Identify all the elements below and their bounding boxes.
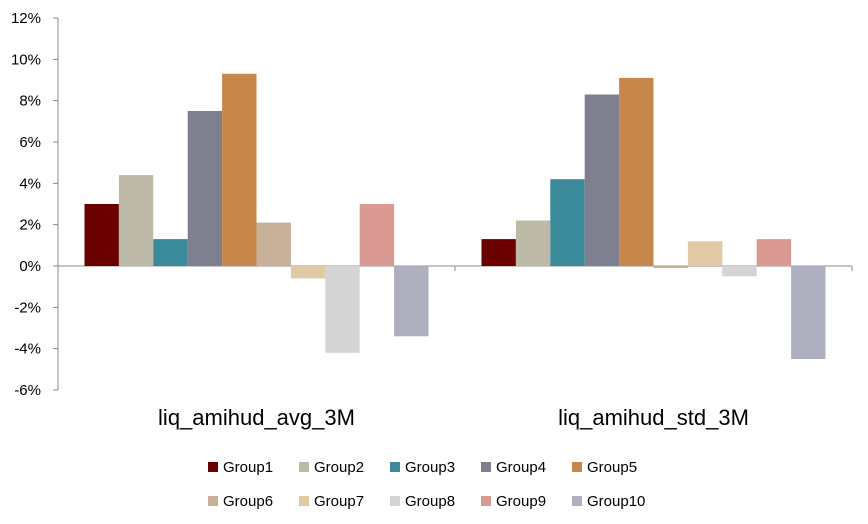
legend-label: Group3: [405, 458, 456, 476]
legend-label: Group10: [587, 492, 646, 510]
y-tick-label: 2%: [19, 217, 41, 234]
bar-group7-2: [687, 241, 723, 266]
legend-swatch: [299, 496, 309, 506]
y-tick-label: 0%: [19, 258, 41, 275]
bar-group5-1: [222, 73, 257, 266]
bar-group6-1: [256, 222, 291, 266]
legend-item-group3: Group3: [390, 459, 481, 476]
legend-swatch: [299, 462, 309, 472]
legend-label: Group8: [405, 492, 456, 510]
legend-label: Group7: [314, 492, 365, 510]
y-tick-label: -2%: [14, 299, 41, 316]
legend-item-group6: Group6: [208, 493, 299, 510]
legend-item-group2: Group2: [299, 459, 390, 476]
legend-swatch: [390, 496, 400, 506]
legend-item-group1: Group1: [208, 459, 299, 476]
category-label: liq_amihud_avg_3M: [158, 405, 355, 430]
y-tick-label: 10%: [11, 51, 41, 68]
legend-swatch: [390, 462, 400, 472]
chart-bars: [84, 73, 826, 359]
legend-item-group4: Group4: [481, 459, 572, 476]
y-tick-label: 12%: [11, 10, 41, 27]
legend-label: Group9: [496, 492, 547, 510]
bar-group10-1: [394, 266, 429, 337]
y-tick-label: -4%: [14, 341, 41, 358]
legend-swatch: [208, 496, 218, 506]
legend-label: Group4: [496, 458, 547, 476]
bar-group3-1: [153, 239, 188, 266]
bar-group7-1: [290, 266, 326, 279]
bar-group6-2: [653, 266, 688, 269]
bar-group9-1: [359, 204, 395, 266]
legend-swatch: [572, 496, 582, 506]
bar-group4-2: [584, 94, 620, 266]
bar-group2-2: [515, 220, 551, 266]
bar-group3-2: [550, 179, 585, 266]
bar-group4-1: [187, 111, 223, 266]
legend-item-group9: Group9: [481, 493, 572, 510]
bar-group2-1: [118, 175, 154, 266]
bar-group10-2: [791, 266, 826, 359]
legend-swatch: [481, 462, 491, 472]
bar-group9-2: [756, 239, 792, 266]
legend-item-group8: Group8: [390, 493, 481, 510]
legend-label: Group6: [223, 492, 274, 510]
category-labels: liq_amihud_avg_3M liq_amihud_std_3M: [158, 405, 749, 430]
legend-label: Group2: [314, 458, 365, 476]
legend-label: Group1: [223, 458, 274, 476]
bar-group1-1: [84, 204, 119, 266]
y-tick-label: 8%: [19, 93, 41, 110]
legend-item-group10: Group10: [572, 493, 663, 510]
y-tick-label: 4%: [19, 175, 41, 192]
bar-group8-1: [325, 266, 360, 353]
legend-item-group7: Group7: [299, 493, 390, 510]
y-tick-label: 6%: [19, 134, 41, 151]
legend-item-group5: Group5: [572, 459, 663, 476]
legend-swatch: [208, 462, 218, 472]
legend-swatch: [572, 462, 582, 472]
legend-row: Group1 Group2 Group3 Group4 Group5: [208, 450, 688, 484]
legend-swatch: [481, 496, 491, 506]
bar-group8-2: [722, 266, 757, 277]
category-label: liq_amihud_std_3M: [558, 405, 749, 430]
legend-label: Group5: [587, 458, 638, 476]
y-axis-ticks: 12% 10% 8% 6% 4% 2% 0% -2% -4% -6%: [11, 10, 58, 399]
chart-legend: Group1 Group2 Group3 Group4 Group5 Group6 Gro…: [208, 450, 688, 518]
legend-row: Group6 Group7 Group8 Group9 Group10: [208, 484, 688, 518]
y-tick-label: -6%: [14, 382, 41, 399]
bar-group1-2: [481, 239, 516, 266]
chart-axes: [57, 18, 853, 390]
bar-group5-2: [619, 77, 654, 267]
